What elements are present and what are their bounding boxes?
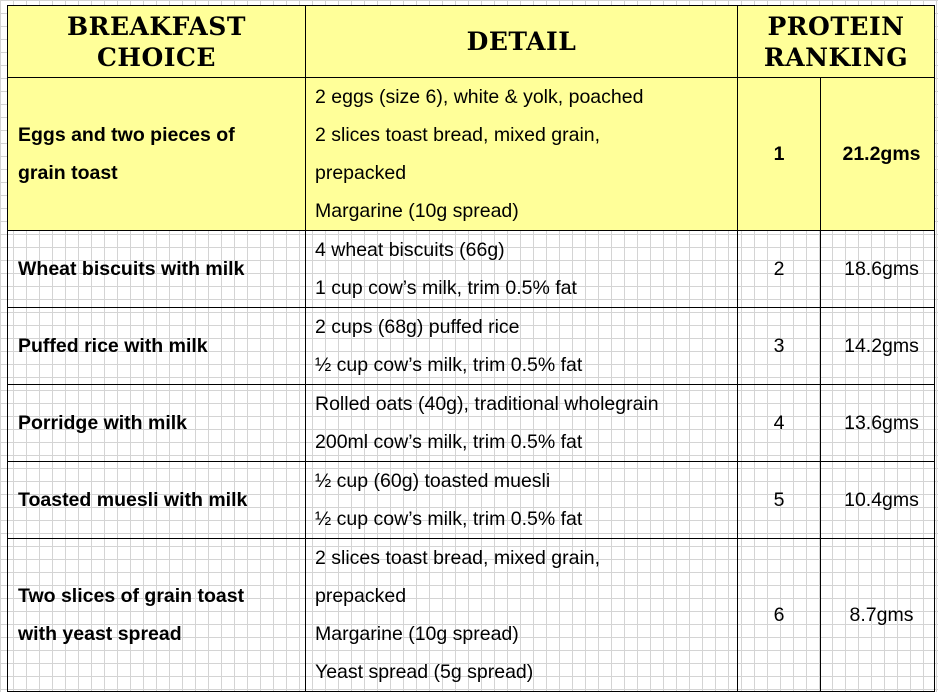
detail-line: 2 slices toast bread, mixed grain, [315, 124, 601, 146]
detail-line: Margarine (10g spread) [315, 200, 519, 222]
choice-line: grain toast [18, 162, 118, 184]
table-row: Toasted muesli with milk ½ cup (60g) toa… [7, 461, 935, 539]
detail-line: prepacked [315, 585, 407, 607]
detail-line: Rolled oats (40g), traditional wholegrai… [315, 393, 659, 415]
rank-cell: 1 [737, 77, 821, 231]
choice-line: Toasted muesli with milk [18, 489, 248, 511]
rank-cell: 5 [737, 461, 821, 539]
detail-line: 2 slices toast bread, mixed grain, [315, 547, 601, 569]
protein-amount-cell: 21.2gms [820, 77, 935, 231]
detail-line: 1 cup cow’s milk, trim 0.5% fat [315, 277, 577, 299]
header-line: CHOICE [97, 42, 216, 72]
detail-line: ½ cup (60g) toasted muesli [315, 470, 551, 492]
protein-ranking-table: BREAKFAST CHOICE DETAIL PROTEIN RANKING … [7, 5, 935, 692]
protein-amount-cell: 18.6gms [820, 230, 935, 308]
breakfast-choice-cell: Eggs and two pieces of grain toast [7, 77, 306, 231]
protein-amount-cell: 10.4gms [820, 461, 935, 539]
protein-amount-cell: 8.7gms [820, 538, 935, 692]
detail-line: 2 eggs (size 6), white & yolk, poached [315, 86, 644, 108]
detail-cell: Rolled oats (40g), traditional wholegrai… [305, 384, 738, 462]
detail-cell: 2 cups (68g) puffed rice ½ cup cow’s mil… [305, 307, 738, 385]
header-line: RANKING [763, 42, 909, 72]
detail-line: Yeast spread (5g spread) [315, 661, 534, 683]
breakfast-choice-cell: Toasted muesli with milk [7, 461, 306, 539]
detail-line: prepacked [315, 162, 407, 184]
choice-line: Puffed rice with milk [18, 335, 208, 357]
header-breakfast-choice: BREAKFAST CHOICE [7, 5, 306, 78]
header-protein-ranking: PROTEIN RANKING [737, 5, 935, 78]
detail-line: ½ cup cow’s milk, trim 0.5% fat [315, 508, 583, 530]
detail-cell: 2 slices toast bread, mixed grain, prepa… [305, 538, 738, 692]
detail-cell: 4 wheat biscuits (66g) 1 cup cow’s milk,… [305, 230, 738, 308]
choice-line: Porridge with milk [18, 412, 188, 434]
breakfast-choice-cell: Two slices of grain toast with yeast spr… [7, 538, 306, 692]
header-line: PROTEIN [767, 11, 905, 41]
detail-cell: ½ cup (60g) toasted muesli ½ cup cow’s m… [305, 461, 738, 539]
choice-line: Eggs and two pieces of [18, 124, 235, 146]
detail-line: 200ml cow’s milk, trim 0.5% fat [315, 431, 583, 453]
choice-line: Two slices of grain toast [18, 585, 245, 607]
breakfast-choice-cell: Wheat biscuits with milk [7, 230, 306, 308]
detail-line: Margarine (10g spread) [315, 623, 519, 645]
protein-amount-cell: 14.2gms [820, 307, 935, 385]
detail-cell: 2 eggs (size 6), white & yolk, poached 2… [305, 77, 738, 231]
table-row: Eggs and two pieces of grain toast 2 egg… [7, 77, 935, 231]
breakfast-choice-cell: Puffed rice with milk [7, 307, 306, 385]
table-row: Two slices of grain toast with yeast spr… [7, 538, 935, 692]
rank-cell: 2 [737, 230, 821, 308]
rank-cell: 6 [737, 538, 821, 692]
header-detail: DETAIL [305, 5, 738, 78]
choice-line: with yeast spread [18, 623, 182, 645]
table-row: Porridge with milk Rolled oats (40g), tr… [7, 384, 935, 462]
table-row: Wheat biscuits with milk 4 wheat biscuit… [7, 230, 935, 308]
breakfast-choice-cell: Porridge with milk [7, 384, 306, 462]
detail-line: 4 wheat biscuits (66g) [315, 239, 505, 261]
rank-cell: 3 [737, 307, 821, 385]
header-row: BREAKFAST CHOICE DETAIL PROTEIN RANKING [7, 5, 935, 78]
table-row: Puffed rice with milk 2 cups (68g) puffe… [7, 307, 935, 385]
detail-line: 2 cups (68g) puffed rice [315, 316, 520, 338]
choice-line: Wheat biscuits with milk [18, 258, 245, 280]
detail-line: ½ cup cow’s milk, trim 0.5% fat [315, 354, 583, 376]
protein-amount-cell: 13.6gms [820, 384, 935, 462]
rank-cell: 4 [737, 384, 821, 462]
header-line: BREAKFAST [67, 11, 246, 41]
